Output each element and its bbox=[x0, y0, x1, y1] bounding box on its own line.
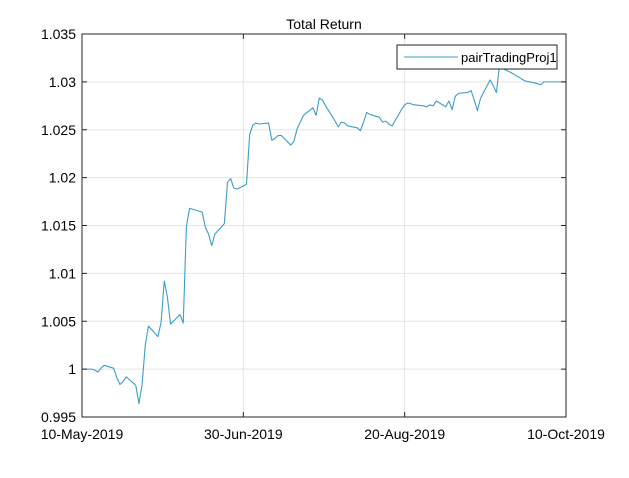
x-tick-label: 10-May-2019 bbox=[41, 426, 124, 442]
y-tick-label: 1.03 bbox=[49, 74, 76, 90]
y-tick-label: 1.015 bbox=[41, 218, 76, 234]
y-tick-label: 0.995 bbox=[41, 409, 76, 425]
y-tick-label: 1.025 bbox=[41, 122, 76, 138]
x-tick-label: 30-Jun-2019 bbox=[204, 426, 283, 442]
y-tick-label: 1.01 bbox=[49, 265, 76, 281]
y-tick-label: 1.02 bbox=[49, 170, 76, 186]
chart-title: Total Return bbox=[286, 16, 361, 32]
ticks: 0.995 1 1.005 1.01 1.015 1.02 1.025 1.03 1.035 10… bbox=[41, 26, 605, 442]
legend-box bbox=[396, 44, 558, 70]
legend-label-pairtradingproj1: pairTradingProj1 bbox=[461, 50, 557, 65]
series-layer bbox=[82, 64, 566, 405]
x-tick-label: 20-Aug-2019 bbox=[364, 426, 445, 442]
series-line-pairtradingproj1[interactable] bbox=[82, 64, 566, 405]
x-tick-label: 10-Oct-2019 bbox=[527, 426, 605, 442]
y-tick-label: 1.005 bbox=[41, 313, 76, 329]
y-tick-label: 1 bbox=[68, 361, 76, 377]
y-tick-label: 1.035 bbox=[41, 26, 76, 42]
legend[interactable]: pairTradingProj1 bbox=[396, 44, 558, 70]
